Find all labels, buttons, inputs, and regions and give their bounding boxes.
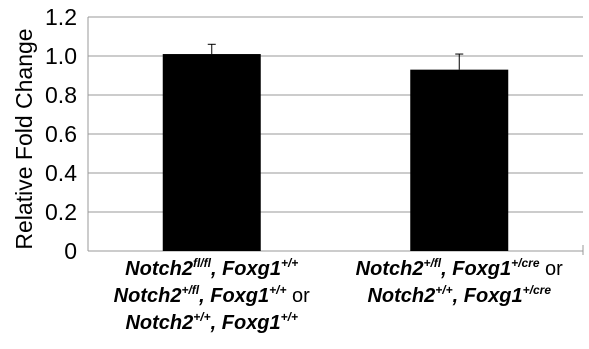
- bars: [162, 54, 509, 252]
- y-tick-label: 0.6: [45, 121, 77, 147]
- x-category-label: Notch2fl/fl, Foxg1+/+ Notch2+/fl, Foxg1+/…: [62, 256, 362, 337]
- gene-name: , Foxg1: [210, 258, 281, 280]
- y-tick-label: 0: [64, 238, 77, 264]
- conjunction: or: [286, 285, 310, 307]
- category-label-line: Notch2+/+, Foxg1+/+: [62, 310, 362, 337]
- error-bars: [207, 43, 464, 70]
- category-label-line: Notch2+/fl, Foxg1+/cre or: [309, 256, 589, 283]
- gene-name: Notch2: [125, 258, 193, 280]
- conjunction: or: [539, 258, 563, 280]
- gene-name: , Foxg1: [441, 258, 512, 280]
- y-tick-labels: 0 0.2 0.4 0.6 0.8 1.0 1.2: [45, 4, 77, 264]
- genotype-superscript: +/fl: [181, 283, 200, 297]
- genotype-superscript: +/+: [280, 310, 299, 324]
- y-tick-label: 0.8: [45, 82, 77, 108]
- gene-name: , Foxg1: [210, 312, 281, 334]
- gene-name: , Foxg1: [452, 285, 523, 307]
- category-label-line: Notch2fl/fl, Foxg1+/+: [62, 256, 362, 283]
- genotype-superscript: +/cre: [522, 283, 552, 297]
- gene-name: , Foxg1: [199, 285, 270, 307]
- genotype-superscript: +/+: [193, 310, 211, 324]
- bar: [410, 69, 509, 252]
- genotype-superscript: +/+: [280, 256, 299, 270]
- genotype-superscript: +/cre: [511, 256, 540, 270]
- y-tick-label: 0.2: [45, 199, 77, 225]
- y-tick-label: 1.2: [45, 4, 77, 30]
- genotype-superscript: +/+: [269, 283, 287, 297]
- x-category-label: Notch2+/fl, Foxg1+/cre or Notch2+/+, Foxg…: [309, 256, 589, 310]
- bar: [162, 54, 261, 251]
- y-axis-label: Relative Fold Change: [11, 28, 37, 249]
- gene-name: Notch2: [113, 285, 182, 307]
- genotype-superscript: fl/fl: [192, 256, 211, 270]
- y-tick-label: 1.0: [45, 43, 77, 69]
- y-tick-label: 0.4: [45, 160, 77, 186]
- genotype-superscript: +/fl: [423, 256, 442, 270]
- genotype-superscript: +/+: [435, 283, 453, 297]
- gene-name: Notch2: [367, 285, 436, 307]
- axes: [87, 17, 584, 255]
- gene-name: Notch2: [125, 312, 194, 334]
- gridlines: [88, 16, 583, 213]
- category-label-line: Notch2+/+, Foxg1+/cre: [309, 283, 589, 310]
- gene-name: Notch2: [355, 258, 424, 280]
- category-label-line: Notch2+/fl, Foxg1+/+ or: [62, 283, 362, 310]
